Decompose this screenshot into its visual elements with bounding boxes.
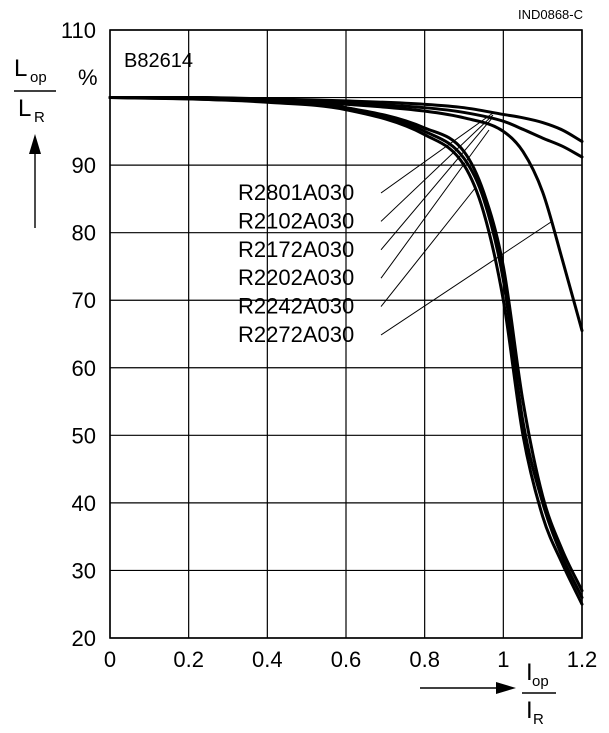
y-axis-label: L op L R [14,55,56,228]
x-label-denominator-sub: R [533,711,544,728]
leader-line [380,186,477,307]
y-tick-label: 80 [72,221,96,246]
x-tick-label: 0 [104,647,116,672]
y-tick-label: 110 [61,18,96,43]
part-number: B82614 [124,50,193,72]
leader-line [380,129,490,279]
x-tick-label: 0.8 [409,647,440,672]
y-tick-label: 40 [72,491,96,516]
x-tick-label: 0.2 [173,647,204,672]
plot-frame [109,29,583,639]
curve-label-r2202a030: R2202A030 [238,265,354,290]
y-label-numerator: L [14,55,27,82]
curve-label-r2242a030: R2242A030 [238,294,354,319]
x-tick-label: 0.4 [252,647,283,672]
x-label-denominator: I [526,697,533,724]
y-label-numerator-sub: op [30,69,47,86]
y-axis-arrow-head [29,134,41,154]
y-tick-label: 20 [72,626,96,651]
y-tick-label: 70 [72,288,96,313]
x-axis-label: I op I R [420,659,556,728]
x-tick-label: 1 [497,647,509,672]
curve-r2272a030 [108,96,584,143]
leader-line [380,112,494,194]
y-label-denominator-sub: R [34,109,45,126]
curve-label-r2172a030: R2172A030 [238,237,354,262]
x-label-numerator-sub: op [532,673,549,690]
curve-series-group [108,96,584,606]
y-tick-labels: 20 30 40 50 60 70 80 90 110 [61,18,96,651]
curve-label-r2102a030: R2102A030 [238,208,354,233]
y-label-denominator: L [18,95,31,122]
y-tick-label: 60 [72,356,96,381]
y-axis-unit: % [78,65,98,90]
document-id: IND0868-C [518,7,583,22]
curve-labels: R2801A030 R2102A030 R2172A030 R2202A030 R224… [238,180,354,347]
x-tick-label: 0.6 [331,647,362,672]
leader-line [380,114,494,222]
x-tick-labels: 0 0.2 0.4 0.6 0.8 1 1.2 [104,647,597,672]
x-tick-label: 1.2 [567,647,598,672]
x-label-numerator: I [526,659,533,686]
leader-line [380,116,494,251]
leader-line [380,221,552,336]
y-tick-label: 50 [72,423,96,448]
curve-label-r2272a030: R2272A030 [238,322,354,347]
curve-label-r2801a030: R2801A030 [238,180,354,205]
x-axis-arrow-head [496,682,516,694]
label-leader-lines [380,112,552,336]
y-tick-label: 90 [72,153,96,178]
y-tick-label: 30 [72,558,96,583]
